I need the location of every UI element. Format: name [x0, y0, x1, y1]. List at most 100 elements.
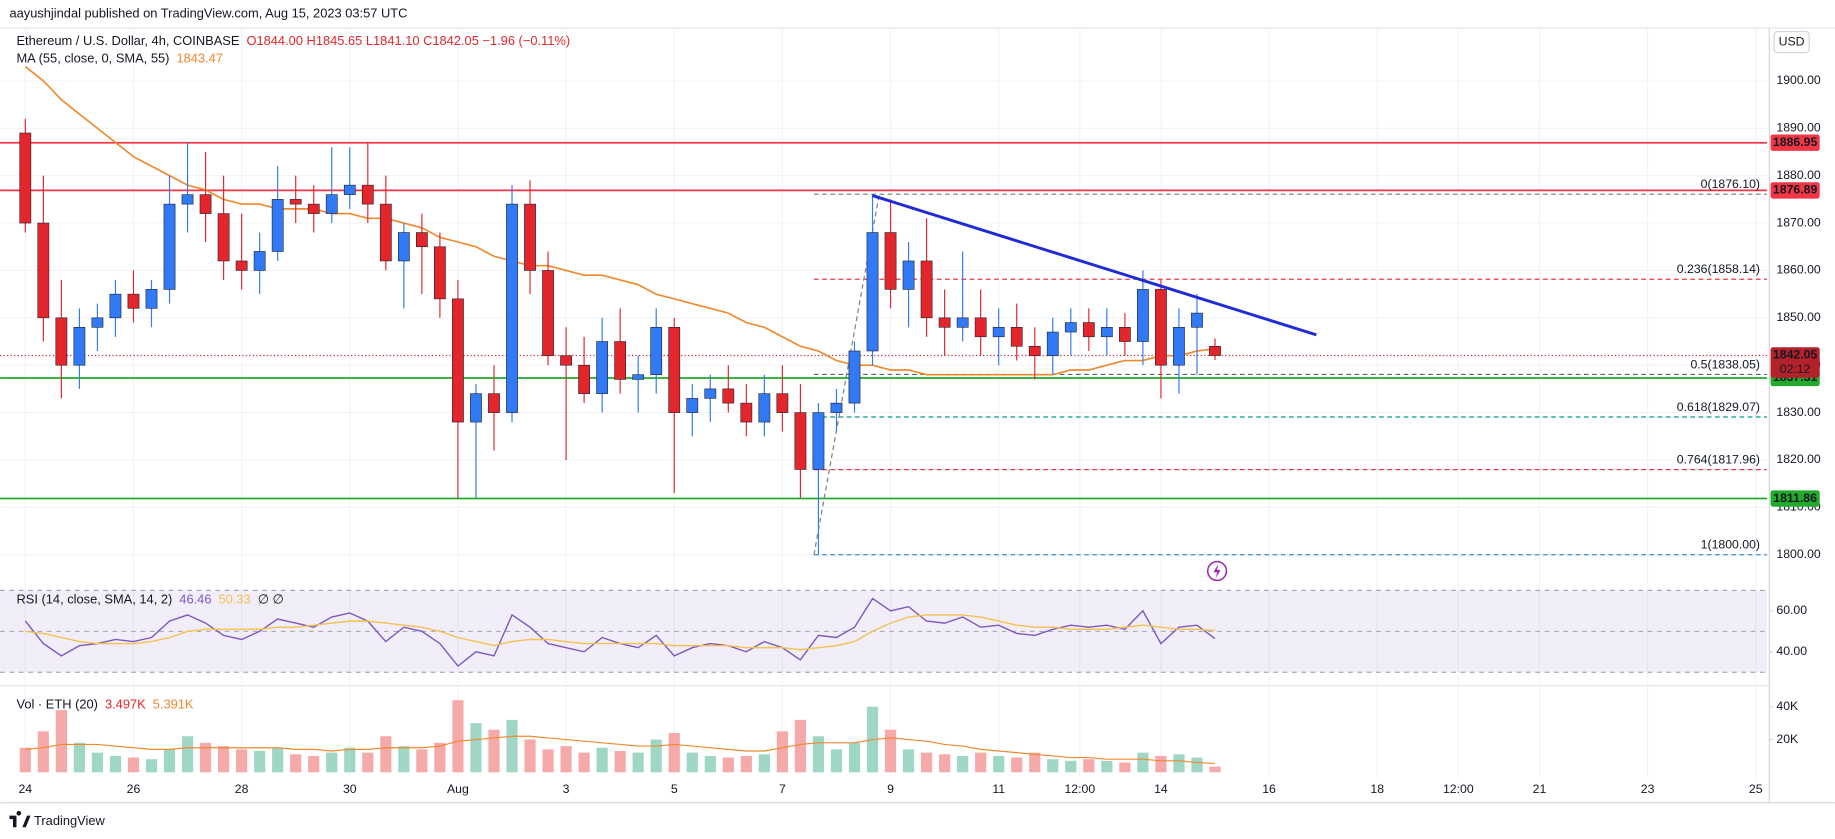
candle-body: [1028, 345, 1041, 357]
volume-bar: [614, 751, 626, 773]
volume-bar: [344, 747, 356, 773]
volume-bar: [290, 754, 302, 773]
candle-body: [1118, 327, 1131, 342]
volume-bar: [542, 749, 554, 773]
volume-bar: [1101, 760, 1113, 773]
y-tick-label: 60.00: [1776, 603, 1807, 617]
rsi-legend: RSI (14, close, SMA, 14, 2) 46.46 50.33 ∅ ∅: [16, 592, 283, 607]
x-tick-label: 24: [18, 782, 32, 796]
candle-body: [19, 132, 32, 224]
volume-bar: [884, 729, 897, 773]
volume-bar: [145, 759, 158, 773]
candle-body: [578, 364, 590, 394]
volume-bar: [740, 755, 752, 773]
candle-body: [506, 203, 518, 413]
volume-ma-line: [25, 735, 1215, 765]
countdown-label: 02:12: [1780, 362, 1811, 376]
volume-bar: [848, 742, 861, 773]
rsi-ma-value: 50.33: [219, 592, 251, 607]
y-tick-label: 40K: [1776, 699, 1799, 713]
x-tick-label: 21: [1533, 782, 1547, 796]
volume-bar: [91, 752, 104, 773]
volume-bar: [524, 739, 536, 773]
ma-legend: MA (55, close, 0, SMA, 55) 1843.47: [16, 51, 222, 66]
candle-body: [632, 374, 645, 380]
volume-bar: [1083, 759, 1095, 773]
x-tick-label: 30: [343, 782, 357, 796]
last-price-label: 1842.05: [1773, 348, 1818, 362]
volume-bar: [19, 747, 31, 773]
volume-bar: [812, 736, 825, 773]
x-tick-label: 12:00: [1443, 782, 1474, 796]
y-tick-label: 1880.00: [1776, 168, 1821, 182]
rsi-title: RSI (14, close, SMA, 14, 2): [16, 592, 172, 607]
candle-body: [848, 350, 861, 404]
y-tick-label: 1800.00: [1776, 547, 1821, 561]
y-tick-label: 1820.00: [1776, 452, 1821, 466]
volume-bar: [1011, 757, 1023, 773]
y-tick-label: 1860.00: [1776, 263, 1821, 277]
candle-body: [37, 222, 50, 319]
volume-bar: [758, 754, 770, 773]
volume-bar: [993, 755, 1005, 773]
x-tick-label: 11: [992, 782, 1005, 796]
candle-body: [91, 317, 104, 328]
volume-bar: [830, 749, 843, 773]
candle-body: [55, 317, 68, 366]
candle-body: [650, 327, 663, 375]
x-tick-label: 9: [887, 782, 894, 796]
candle-body: [1010, 327, 1023, 347]
volume-bar: [236, 749, 248, 773]
candle-body: [1100, 327, 1113, 338]
candle-body: [740, 402, 753, 423]
volume-bar: [578, 752, 590, 773]
volume-bar: [939, 754, 951, 773]
candle-body: [1046, 331, 1059, 357]
lightning-icon[interactable]: [1206, 560, 1228, 582]
trendline: [872, 194, 1317, 337]
candle-body: [1064, 322, 1077, 333]
candle-body: [704, 388, 717, 399]
candle-body: [1209, 345, 1221, 356]
candle-body: [920, 260, 933, 319]
volume-bar: [380, 736, 392, 773]
currency-button[interactable]: [1773, 31, 1810, 54]
volume-bar: [596, 747, 608, 773]
x-tick-label: 18: [1370, 782, 1384, 796]
volume-ma-value: 5.391K: [153, 697, 194, 712]
volume-bar: [506, 719, 518, 773]
volume-bar: [632, 752, 644, 773]
candle-body: [1137, 289, 1149, 342]
candle-body: [416, 232, 428, 248]
candle-body: [235, 260, 248, 271]
y-tick-label: 1870.00: [1776, 215, 1821, 229]
volume-bar: [127, 757, 140, 773]
candle-body: [776, 393, 789, 413]
candle-body: [1155, 289, 1167, 366]
candle-body: [974, 317, 987, 338]
volume-bar: [650, 739, 662, 773]
volume-bar: [452, 700, 464, 773]
candle-body: [307, 203, 320, 214]
volume-bar: [470, 723, 482, 773]
candle-body: [109, 293, 122, 319]
candle-body: [992, 327, 1005, 338]
volume-bar: [722, 757, 734, 773]
icon-bolt: [1213, 564, 1221, 579]
candle-body: [434, 246, 446, 300]
candle-body: [397, 232, 410, 262]
volume-bar: [181, 736, 194, 773]
icon-circle: [1206, 560, 1228, 582]
volume-title: Vol · ETH (20): [16, 697, 97, 712]
candle-body: [73, 327, 86, 366]
currency: USD: [1779, 34, 1805, 48]
candle-body: [1191, 312, 1203, 328]
level-label: 1811.86: [1773, 491, 1817, 505]
volume-bar: [55, 710, 67, 773]
volume-bar: [109, 755, 122, 773]
x-tick-label: 25: [1749, 782, 1763, 796]
volume-bar: [1209, 766, 1221, 773]
candle-body: [379, 203, 392, 262]
candle-body: [470, 393, 482, 423]
